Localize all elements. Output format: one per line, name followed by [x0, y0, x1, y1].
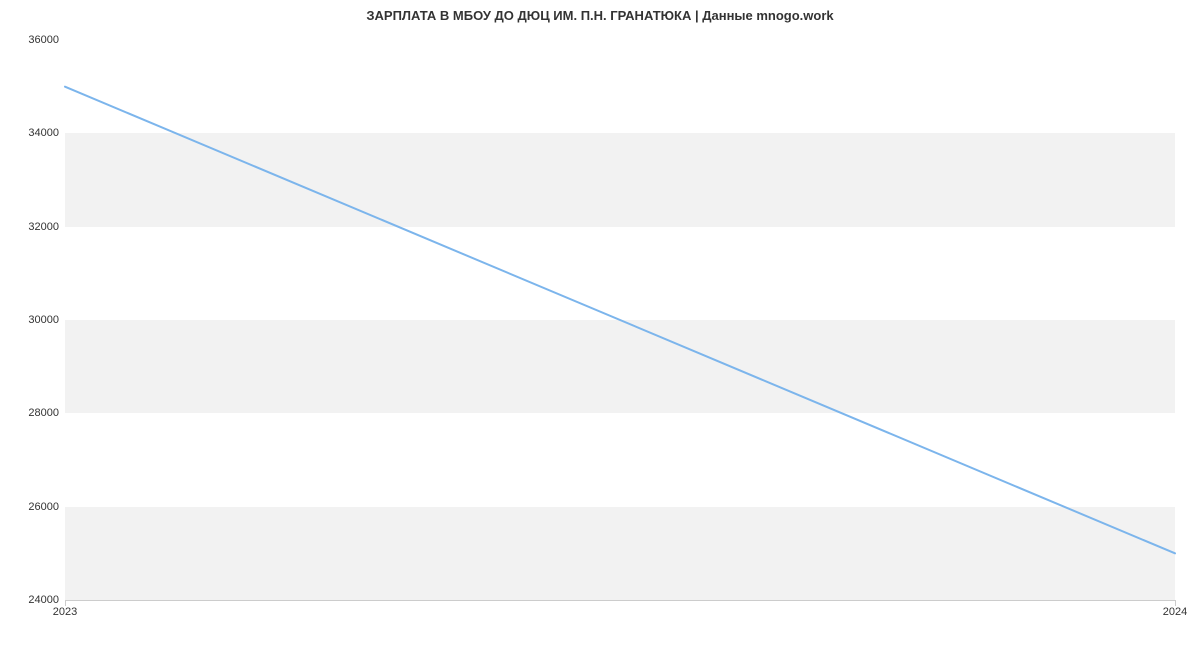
chart-title: ЗАРПЛАТА В МБОУ ДО ДЮЦ ИМ. П.Н. ГРАНАТЮК…	[0, 8, 1200, 23]
y-tick-label: 34000	[28, 127, 65, 139]
x-tick-mark	[1175, 600, 1176, 606]
y-tick-label: 36000	[28, 34, 65, 46]
y-tick-label: 28000	[28, 407, 65, 419]
series-line-salary	[65, 87, 1175, 554]
y-tick-label: 30000	[28, 314, 65, 326]
series-layer	[65, 40, 1175, 600]
y-tick-label: 26000	[28, 501, 65, 513]
x-axis-line	[65, 600, 1175, 601]
salary-line-chart: ЗАРПЛАТА В МБОУ ДО ДЮЦ ИМ. П.Н. ГРАНАТЮК…	[0, 0, 1200, 650]
y-tick-label: 32000	[28, 221, 65, 233]
plot-area: 2400026000280003000032000340003600020232…	[65, 40, 1175, 600]
